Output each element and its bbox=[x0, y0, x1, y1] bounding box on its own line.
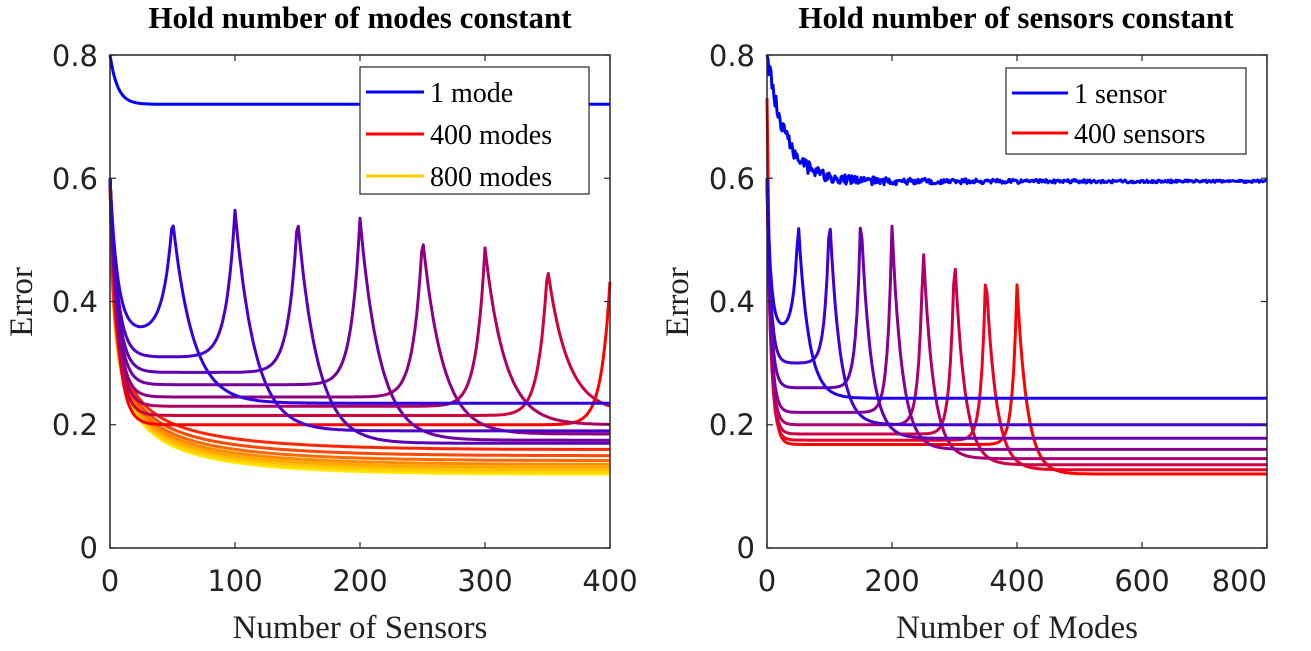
left-ticks-group bbox=[109, 54, 611, 549]
left-ytick-label: 0.2 bbox=[52, 408, 98, 442]
right-y-axis-label: Error bbox=[660, 267, 696, 337]
left-xtick-label: 0 bbox=[101, 564, 119, 598]
left-ytick-label: 0 bbox=[80, 531, 98, 565]
series-line-750-modes bbox=[108, 178, 610, 474]
right-ytick-label: 0.8 bbox=[709, 39, 755, 73]
series-line-100-modes bbox=[108, 178, 610, 433]
left-chart-panel: Hold number of modes constant 0 0.2 0.4 … bbox=[4, 0, 638, 646]
right-series-group bbox=[765, 54, 1268, 476]
right-xtick-label: 800 bbox=[1212, 564, 1267, 598]
left-legend-label-400-modes: 400 modes bbox=[430, 120, 552, 151]
series-line-150-modes bbox=[108, 178, 610, 445]
left-xtick-label: 300 bbox=[457, 564, 512, 598]
series-line-250-sensors bbox=[765, 178, 1267, 461]
left-legend-label-1-mode: 1 mode bbox=[430, 78, 513, 109]
series-line-1-sensor bbox=[765, 54, 1268, 187]
right-xtick-label: 600 bbox=[1114, 564, 1169, 598]
series-line-300-sensors bbox=[765, 178, 1267, 467]
left-y-axis-label: Error bbox=[4, 267, 40, 337]
series-line-550-modes bbox=[108, 178, 610, 462]
left-legend-box bbox=[359, 66, 590, 195]
right-x-axis-label: Number of Modes bbox=[896, 610, 1138, 646]
left-series-group bbox=[108, 54, 612, 476]
left-ytick-label: 0.4 bbox=[52, 285, 98, 319]
series-line-150-sensors bbox=[765, 178, 1267, 440]
series-line-450-modes bbox=[108, 178, 610, 451]
right-chart-panel: Hold number of sensors constant 0 0.2 0.… bbox=[660, 0, 1268, 646]
right-legend-box bbox=[1005, 67, 1247, 155]
series-line-600-modes bbox=[108, 178, 610, 466]
left-ytick-label: 0.8 bbox=[52, 39, 98, 73]
right-ticks-group bbox=[766, 54, 1268, 549]
series-line-700-modes bbox=[108, 178, 610, 472]
left-ytick-label: 0.6 bbox=[52, 162, 98, 196]
series-line-50-modes bbox=[108, 178, 610, 405]
series-line-650-modes bbox=[108, 178, 610, 469]
left-legend-label-800-modes: 800 modes bbox=[430, 162, 552, 193]
series-line-200-sensors bbox=[765, 178, 1267, 451]
left-xtick-label: 100 bbox=[207, 564, 262, 598]
right-legend-label-1-sensor: 1 sensor bbox=[1074, 79, 1167, 110]
series-line-250-modes bbox=[108, 178, 610, 436]
right-ytick-label: 0.2 bbox=[709, 408, 755, 442]
right-ytick-label: 0.6 bbox=[709, 162, 755, 196]
series-line-800-modes bbox=[108, 178, 611, 476]
series-line-400-sensors bbox=[765, 98, 1267, 476]
right-chart-title: Hold number of sensors constant bbox=[798, 0, 1234, 35]
right-legend: 1 sensor 400 sensors bbox=[1005, 67, 1247, 155]
right-ytick-label: 0.4 bbox=[709, 285, 755, 319]
right-xtick-label: 200 bbox=[864, 564, 919, 598]
left-x-axis-label: Number of Sensors bbox=[233, 610, 488, 646]
series-line-400-modes bbox=[108, 178, 612, 427]
series-line-500-modes bbox=[108, 178, 610, 458]
right-xtick-label: 0 bbox=[758, 564, 776, 598]
right-xtick-label: 400 bbox=[989, 564, 1044, 598]
series-line-350-sensors bbox=[765, 178, 1267, 472]
left-legend: 1 mode 400 modes 800 modes bbox=[359, 66, 590, 195]
right-legend-label-400-sensors: 400 sensors bbox=[1074, 119, 1205, 150]
right-ytick-label: 0 bbox=[737, 531, 755, 565]
series-line-200-modes bbox=[108, 178, 610, 442]
left-xtick-label: 200 bbox=[332, 564, 387, 598]
left-chart-title: Hold number of modes constant bbox=[148, 0, 572, 35]
series-line-50-sensors bbox=[765, 178, 1267, 400]
left-xtick-label: 400 bbox=[582, 564, 637, 598]
